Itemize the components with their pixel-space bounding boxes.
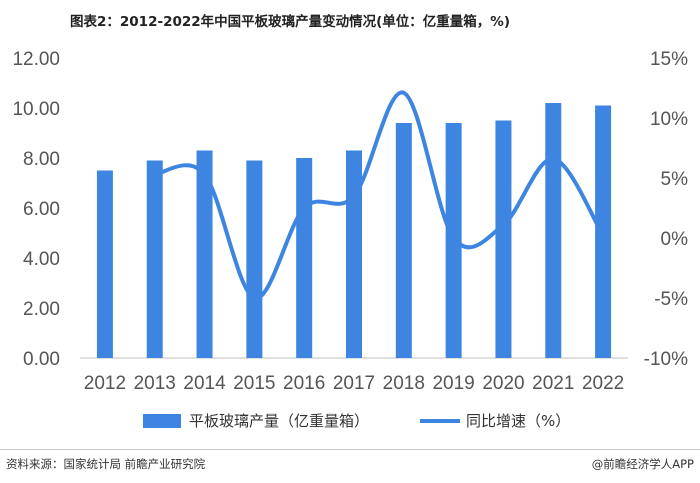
x-tick-label: 2012 (84, 373, 126, 394)
source-note: 资料来源：国家统计局 前瞻产业研究院 (6, 457, 206, 471)
legend-bar-label: 平板玻璃产量（亿重量箱） (189, 412, 369, 430)
x-tick-label: 2017 (333, 373, 375, 394)
left-tick-label: 8.00 (23, 149, 60, 170)
brand-credit: @前瞻经济学人APP (591, 457, 694, 471)
footer-divider (0, 449, 700, 450)
left-tick-label: 6.00 (23, 199, 60, 220)
bar (146, 160, 163, 358)
legend-line-label: 同比增速（%） (466, 412, 570, 430)
legend-bar-swatch (143, 414, 181, 428)
bar (296, 158, 313, 358)
x-tick-label: 2020 (482, 373, 524, 394)
x-tick-label: 2018 (383, 373, 425, 394)
bar (196, 150, 213, 358)
right-tick-label: -5% (654, 289, 688, 310)
left-tick-label: 4.00 (23, 249, 60, 270)
left-tick-label: 2.00 (23, 299, 60, 320)
bar-series (96, 103, 612, 358)
legend: 平板玻璃产量（亿重量箱） 同比增速（%） (143, 412, 570, 430)
left-tick-label: 12.00 (12, 49, 60, 70)
right-tick-label: 0% (661, 229, 689, 250)
bar (545, 103, 562, 358)
right-axis-ticks: -10% -5% 0% 5% 10% 15% (644, 49, 688, 370)
left-tick-label: 0.00 (23, 349, 60, 370)
right-tick-label: 15% (650, 49, 688, 70)
chart-canvas: 0.00 2.00 4.00 6.00 8.00 10.00 12.00 -10% -5% 0%… (12, 49, 688, 430)
x-tick-label: 2016 (283, 373, 325, 394)
x-tick-label: 2021 (532, 373, 574, 394)
right-tick-label: -10% (644, 349, 688, 370)
x-axis-ticks: 2012 2013 2014 2015 2016 2017 2018 2019 2020 2021… (84, 373, 624, 394)
bar (96, 170, 113, 358)
right-tick-label: 5% (661, 169, 689, 190)
x-tick-label: 2022 (582, 373, 624, 394)
growth-rate-line (152, 90, 606, 301)
left-axis-ticks: 0.00 2.00 4.00 6.00 8.00 10.00 12.00 (12, 49, 60, 370)
x-tick-label: 2015 (233, 373, 275, 394)
left-tick-label: 10.00 (12, 99, 60, 120)
bar (346, 150, 362, 358)
x-tick-label: 2014 (183, 373, 226, 394)
bar (495, 120, 512, 358)
bar (395, 123, 412, 358)
chart-title: 图表2：2012-2022年中国平板玻璃产量变动情况(单位：亿重量箱，%) (70, 14, 511, 30)
x-tick-label: 2013 (134, 373, 176, 394)
right-tick-label: 10% (650, 109, 688, 130)
x-tick-label: 2019 (432, 373, 474, 394)
bar (246, 160, 263, 358)
